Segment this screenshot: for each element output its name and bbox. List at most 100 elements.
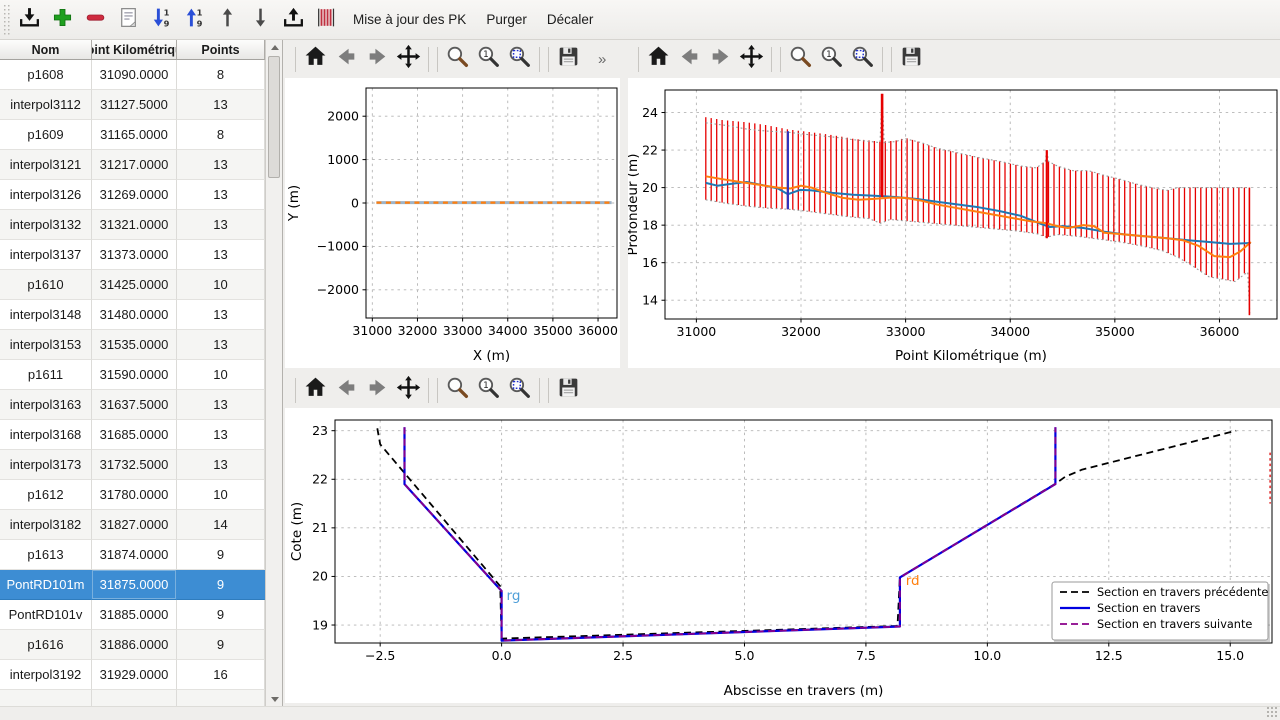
- table-cell[interactable]: p1612: [0, 480, 92, 510]
- table-cell[interactable]: p1610: [0, 270, 92, 300]
- table-row[interactable]: interpol3112 31127.5000 13: [0, 90, 282, 120]
- table-cell[interactable]: 10: [177, 480, 265, 510]
- table-row[interactable]: PontRD101m 31875.0000 9: [0, 570, 282, 600]
- table-cell[interactable]: 31535.0000: [92, 330, 177, 360]
- remove-button[interactable]: [79, 4, 112, 36]
- column-header-point-kilometrique[interactable]: Point Kilométrique: [92, 40, 177, 60]
- table-row[interactable]: interpol3173 31732.5000 13: [0, 450, 282, 480]
- save-button[interactable]: [553, 375, 584, 405]
- table-row[interactable]: interpol3168 31685.0000 13: [0, 420, 282, 450]
- table-row[interactable]: interpol3148 31480.0000 13: [0, 300, 282, 330]
- zoom-button[interactable]: [442, 44, 473, 74]
- table-cell[interactable]: 13: [177, 390, 265, 420]
- table-cell[interactable]: 9: [177, 630, 265, 660]
- table-row[interactable]: p1609 31165.0000 8: [0, 120, 282, 150]
- table-cell[interactable]: 13: [177, 150, 265, 180]
- table-cell[interactable]: [92, 690, 177, 706]
- zoom-fit-button[interactable]: [504, 375, 535, 405]
- table-row[interactable]: p1616 31886.0000 9: [0, 630, 282, 660]
- table-cell[interactable]: 31780.0000: [92, 480, 177, 510]
- back-button[interactable]: [331, 44, 362, 74]
- column-header-nom[interactable]: Nom: [0, 40, 92, 60]
- table-row[interactable]: interpol3192 31929.0000 16: [0, 660, 282, 690]
- table-cell[interactable]: 31827.0000: [92, 510, 177, 540]
- export-button[interactable]: [277, 4, 310, 36]
- table-cell[interactable]: 31637.5000: [92, 390, 177, 420]
- pan-button[interactable]: [393, 44, 424, 74]
- table-cell[interactable]: 31269.0000: [92, 180, 177, 210]
- table-cell[interactable]: 13: [177, 450, 265, 480]
- table-cell[interactable]: 31321.0000: [92, 210, 177, 240]
- table-cell[interactable]: 31875.0000: [92, 570, 177, 600]
- scroll-down-button[interactable]: [267, 692, 282, 706]
- zoom-one-button[interactable]: 1: [816, 44, 847, 74]
- forward-button[interactable]: [362, 375, 393, 405]
- table-cell[interactable]: 16: [177, 660, 265, 690]
- table-cell[interactable]: PontRD101m: [0, 570, 92, 600]
- save-button[interactable]: [553, 44, 584, 74]
- table-cell[interactable]: interpol3163: [0, 390, 92, 420]
- table-cell[interactable]: 31373.0000: [92, 240, 177, 270]
- zoom-one-button[interactable]: 1: [473, 375, 504, 405]
- table-cell[interactable]: 31425.0000: [92, 270, 177, 300]
- table-cell[interactable]: 8: [177, 60, 265, 90]
- table-cell[interactable]: interpol3182: [0, 510, 92, 540]
- table-cell[interactable]: 31929.0000: [92, 660, 177, 690]
- table-cell[interactable]: interpol3121: [0, 150, 92, 180]
- notes-button[interactable]: [112, 4, 145, 36]
- forward-button[interactable]: [705, 44, 736, 74]
- table-row[interactable]: [0, 690, 282, 706]
- home-button[interactable]: [300, 44, 331, 74]
- table-cell[interactable]: 9: [177, 540, 265, 570]
- home-button[interactable]: [643, 44, 674, 74]
- table-cell[interactable]: interpol3153: [0, 330, 92, 360]
- toolbar-overflow-button[interactable]: »: [598, 50, 607, 68]
- table-cell[interactable]: 31217.0000: [92, 150, 177, 180]
- scrollbar-thumb[interactable]: [268, 56, 280, 178]
- table-cell[interactable]: interpol3192: [0, 660, 92, 690]
- table-cell[interactable]: interpol3126: [0, 180, 92, 210]
- back-button[interactable]: [674, 44, 705, 74]
- table-row[interactable]: interpol3132 31321.0000 13: [0, 210, 282, 240]
- resize-grip[interactable]: [1266, 706, 1278, 718]
- pan-button[interactable]: [393, 375, 424, 405]
- table-cell[interactable]: 13: [177, 330, 265, 360]
- table-cell[interactable]: p1609: [0, 120, 92, 150]
- table-cell[interactable]: interpol3148: [0, 300, 92, 330]
- zoom-button[interactable]: [442, 375, 473, 405]
- pan-button[interactable]: [736, 44, 767, 74]
- import-button[interactable]: [13, 4, 46, 36]
- zoom-button[interactable]: [785, 44, 816, 74]
- table-cell[interactable]: 13: [177, 300, 265, 330]
- table-row[interactable]: p1613 31874.0000 9: [0, 540, 282, 570]
- table-cell[interactable]: PontRD101v: [0, 600, 92, 630]
- purge-button[interactable]: Purger: [476, 4, 537, 36]
- table-cell[interactable]: p1616: [0, 630, 92, 660]
- table-cell[interactable]: interpol3132: [0, 210, 92, 240]
- save-button[interactable]: [896, 44, 927, 74]
- table-row[interactable]: p1608 31090.0000 8: [0, 60, 282, 90]
- table-cell[interactable]: [177, 690, 265, 706]
- table-cell[interactable]: [0, 690, 92, 706]
- table-cell[interactable]: 31127.5000: [92, 90, 177, 120]
- table-row[interactable]: interpol3121 31217.0000 13: [0, 150, 282, 180]
- table-cell[interactable]: 13: [177, 240, 265, 270]
- toolbar-grip[interactable]: [3, 4, 10, 35]
- home-button[interactable]: [300, 375, 331, 405]
- table-cell[interactable]: 31885.0000: [92, 600, 177, 630]
- table-cell[interactable]: 31165.0000: [92, 120, 177, 150]
- table-row[interactable]: interpol3153 31535.0000 13: [0, 330, 282, 360]
- table-cell[interactable]: p1608: [0, 60, 92, 90]
- table-scrollbar[interactable]: [265, 40, 282, 706]
- table-row[interactable]: interpol3126 31269.0000 13: [0, 180, 282, 210]
- table-cell[interactable]: 13: [177, 420, 265, 450]
- table-cell[interactable]: 31685.0000: [92, 420, 177, 450]
- zoom-fit-button[interactable]: [504, 44, 535, 74]
- shift-button[interactable]: Décaler: [537, 4, 604, 36]
- zoom-fit-button[interactable]: [847, 44, 878, 74]
- zoom-one-button[interactable]: 1: [473, 44, 504, 74]
- scroll-up-button[interactable]: [267, 40, 282, 54]
- table-cell[interactable]: 13: [177, 180, 265, 210]
